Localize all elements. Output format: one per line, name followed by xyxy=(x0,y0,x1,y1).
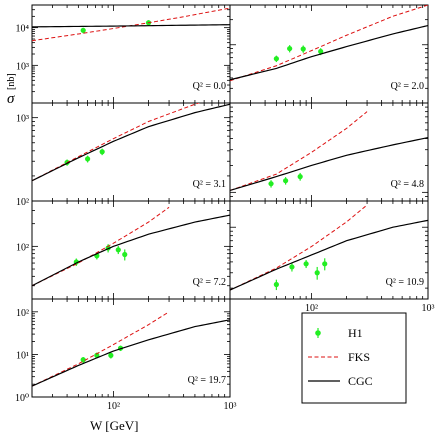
h1-point xyxy=(283,178,289,184)
h1-point xyxy=(122,251,128,258)
legend-entry-fks: FKS xyxy=(308,350,370,364)
cgc-curve xyxy=(32,24,230,28)
fks-curve xyxy=(230,5,428,82)
panel-1: 10³ 10⁴ Q² = 0.0 xyxy=(16,4,231,104)
panel-frame xyxy=(31,298,231,398)
panel-4: Q² = 4.8 xyxy=(229,102,429,202)
legend-label: H1 xyxy=(348,326,363,340)
legend-entry-h1: H1 xyxy=(315,326,363,340)
x-tick-label: 10³ xyxy=(224,401,237,412)
cgc-curve xyxy=(230,219,428,291)
y-tick-label: 10³ xyxy=(16,61,29,72)
panel-7: 10⁰ 10¹ 10² 10² 10³ Q² = 19.7 xyxy=(15,298,237,412)
h1-point xyxy=(115,247,121,253)
h1-point xyxy=(273,281,279,288)
h1-point xyxy=(268,181,274,187)
legend: H1 FKS CGC xyxy=(301,312,407,404)
cgc-curve xyxy=(32,319,230,387)
fks-curve xyxy=(32,103,201,182)
q2-label: Q² = 7.2 xyxy=(193,277,226,288)
h1-point xyxy=(108,352,114,358)
y-tick-label: 10⁰ xyxy=(15,393,29,404)
fks-curve xyxy=(32,7,230,42)
legend-marker xyxy=(315,330,321,336)
cgc-curve xyxy=(32,214,230,287)
h1-point xyxy=(314,270,320,276)
panels: 10³ 10⁴ Q² = 0.0 Q² = 2.0 10² 10³ Q² = 3.1 Q² =… xyxy=(15,4,435,412)
legend-label: CGC xyxy=(348,374,373,388)
cgc-curve xyxy=(230,24,428,81)
legend-entry-cgc: CGC xyxy=(308,374,373,388)
h1-point xyxy=(303,261,309,267)
h1-point xyxy=(80,27,86,33)
h1-point xyxy=(80,357,86,363)
x-tick-label: 10² xyxy=(305,303,318,314)
fks-curve xyxy=(32,206,170,287)
h1-point xyxy=(297,174,303,180)
x-tick-label: 10² xyxy=(107,401,120,412)
h1-point xyxy=(99,149,105,155)
x-tick-label: 10³ xyxy=(422,303,435,314)
q2-label: Q² = 10.9 xyxy=(386,277,424,288)
y-tick-label: 10³ xyxy=(16,114,29,125)
y-tick-label: 10² xyxy=(16,242,29,253)
h1-point xyxy=(94,352,100,358)
h1-point xyxy=(300,46,306,52)
panel-5: 10² Q² = 7.2 xyxy=(16,200,231,300)
legend-entries: H1 FKS CGC xyxy=(308,326,373,388)
fks-curve xyxy=(230,111,368,191)
q2-label: Q² = 19.7 xyxy=(188,375,226,386)
y-tick-label: 10¹ xyxy=(16,350,29,361)
q2-label: Q² = 4.8 xyxy=(391,179,424,190)
fks-curve xyxy=(32,311,170,387)
y-tick-label: 10² xyxy=(16,197,29,208)
h1-point xyxy=(287,45,293,52)
h1-point xyxy=(318,48,324,55)
cgc-curve xyxy=(32,103,230,182)
h1-point xyxy=(322,261,328,267)
panel-frame xyxy=(229,200,429,300)
legend-label: FKS xyxy=(348,350,370,364)
h1-point xyxy=(289,264,295,270)
q2-label: Q² = 2.0 xyxy=(391,81,424,92)
y-tick-label: 10⁴ xyxy=(16,24,30,35)
q2-label: Q² = 0.0 xyxy=(193,81,226,92)
y-tick-label: 10² xyxy=(16,308,29,319)
panel-2: Q² = 2.0 xyxy=(229,4,429,104)
y-axis-unit: [nb] xyxy=(6,73,17,90)
legend-box xyxy=(301,312,407,404)
q2-label: Q² = 3.1 xyxy=(193,179,226,190)
fks-curve xyxy=(230,204,368,291)
panel-6: 10² 10³ Q² = 10.9 xyxy=(229,200,435,314)
x-axis-label: W [GeV] xyxy=(90,418,139,433)
h1-point xyxy=(273,56,279,62)
panel-3: 10² 10³ Q² = 3.1 xyxy=(16,102,231,208)
cgc-curve xyxy=(230,137,428,192)
h1-point xyxy=(85,156,91,162)
y-axis-label: σ xyxy=(7,91,15,107)
